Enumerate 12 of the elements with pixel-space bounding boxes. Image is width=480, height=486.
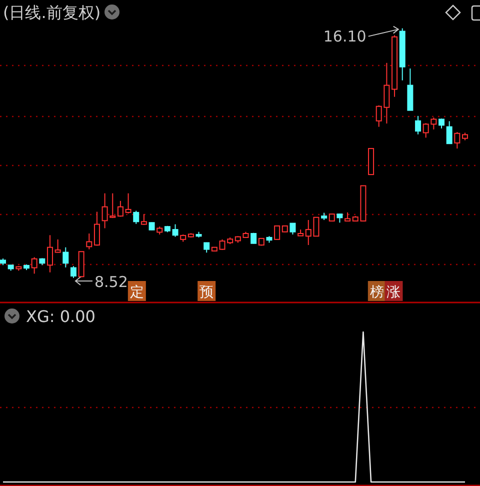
annotation: 定 (130, 284, 144, 300)
candlestick (415, 115, 422, 135)
annotation: 涨 (386, 284, 401, 300)
annotation: 预 (200, 284, 214, 300)
annotation: 16.10 (323, 27, 366, 46)
chart-title: (日线.前复权) (3, 3, 101, 22)
chart-title: XG: 0.00 (26, 307, 96, 326)
candlestick (86, 233, 92, 250)
annotation: 8.52 (94, 272, 128, 291)
candlestick (46, 234, 53, 273)
annotation: 榜 (370, 284, 384, 300)
candlestick (62, 246, 69, 268)
